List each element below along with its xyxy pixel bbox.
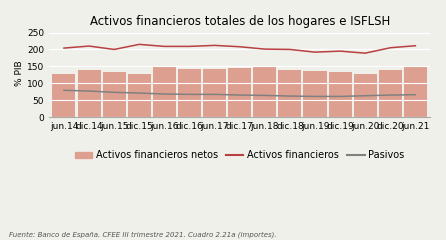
Bar bbox=[103, 72, 126, 117]
Bar bbox=[128, 74, 151, 117]
Text: Fuente: Banco de España. CFEE III trimestre 2021. Cuadro 2.21a (importes).: Fuente: Banco de España. CFEE III trimes… bbox=[9, 231, 277, 238]
Bar bbox=[52, 74, 75, 117]
Bar bbox=[354, 74, 377, 117]
Bar bbox=[253, 67, 277, 117]
Bar bbox=[379, 70, 402, 117]
Bar bbox=[153, 67, 176, 117]
Bar bbox=[278, 70, 301, 117]
Bar bbox=[178, 69, 201, 117]
Bar bbox=[203, 69, 226, 117]
Bar bbox=[78, 70, 101, 117]
Bar bbox=[404, 66, 427, 117]
Y-axis label: % PIB: % PIB bbox=[15, 60, 24, 86]
Bar bbox=[329, 72, 351, 117]
Legend: Activos financieros netos, Activos financieros, Pasivos: Activos financieros netos, Activos finan… bbox=[71, 146, 409, 164]
Bar bbox=[303, 72, 326, 117]
Bar bbox=[228, 68, 251, 117]
Title: Activos financieros totales de los hogares e ISFLSH: Activos financieros totales de los hogar… bbox=[90, 15, 390, 28]
